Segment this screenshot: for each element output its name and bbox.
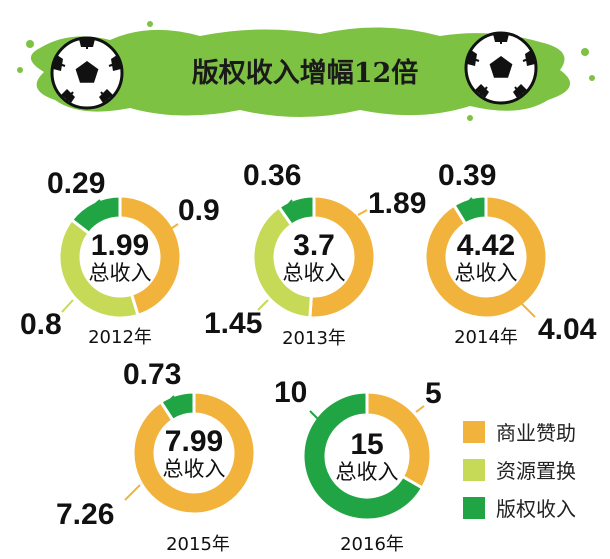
- donut-total-value: 4.42: [457, 229, 515, 262]
- slice-leader-line: [169, 395, 175, 401]
- donut-slice: [251, 204, 313, 320]
- slice-leader-line: [124, 484, 141, 501]
- donut-slice: [301, 390, 425, 522]
- soccer-ball-right-icon: [464, 31, 538, 105]
- donut-slice: [131, 390, 257, 516]
- donut-year-label: 2013年: [282, 328, 346, 349]
- donut-slice: [57, 217, 140, 320]
- slice-leader-line: [165, 223, 179, 233]
- legend-label-sponsorship: 商业赞助: [496, 421, 576, 445]
- slice-value-label: 0.73: [123, 358, 181, 391]
- donut-slice: [158, 390, 196, 423]
- donut-total-label: 总收入: [283, 261, 346, 285]
- title-banner: 版权收入增幅12倍: [17, 21, 595, 121]
- slice-value-label: 5: [425, 377, 442, 410]
- slice-leader-line: [287, 199, 293, 206]
- slice-value-label: 1.45: [204, 307, 262, 340]
- slice-value-label: 1.89: [368, 187, 426, 220]
- slice-leader-line: [415, 405, 425, 413]
- banner-splash: [30, 27, 571, 117]
- slice-leader-line: [61, 299, 74, 313]
- donut-total-label: 总收入: [89, 261, 152, 285]
- donut-total-value: 1.99: [91, 229, 149, 262]
- slice-value-label: 0.36: [243, 159, 301, 192]
- donut-total-value: 7.99: [165, 425, 223, 458]
- slice-value-label: 4.04: [538, 313, 597, 346]
- slice-value-label: 0.39: [438, 159, 496, 192]
- slice-value-label: 0.9: [178, 194, 220, 227]
- donut-slice: [276, 194, 316, 228]
- slice-leader-line: [257, 299, 269, 311]
- donut-total-label: 总收入: [163, 457, 226, 481]
- legend-label-resources: 资源置换: [496, 459, 576, 483]
- donut-total-value: 3.7: [293, 229, 335, 262]
- donut-slice: [118, 194, 183, 318]
- donut-total-label: 总收入: [455, 261, 518, 285]
- donut-slice: [308, 194, 377, 320]
- slice-leader-line: [93, 199, 101, 206]
- soccer-ball-left-icon: [50, 36, 124, 110]
- donut-year-label: 2016年: [340, 534, 404, 555]
- legend-swatch-sponsorship: [463, 421, 485, 443]
- donut-slice: [451, 194, 488, 226]
- donut-charts: 0.90.80.291.99总收入2012年1.891.450.363.7总收入…: [20, 159, 597, 555]
- page-title: 版权收入增幅12倍: [192, 57, 419, 89]
- donut-slice: [423, 194, 549, 320]
- legend-label-copyright: 版权收入: [496, 497, 576, 521]
- donut-total-label: 总收入: [336, 460, 399, 484]
- donut-slice: [69, 194, 122, 236]
- donut-year-label: 2015年: [166, 534, 230, 555]
- slice-leader-line: [467, 197, 473, 203]
- donut-total-value: 15: [350, 428, 383, 461]
- donut-year-label: 2012年: [88, 327, 152, 348]
- slice-value-label: 0.29: [47, 167, 105, 200]
- slice-value-label: 10: [274, 376, 307, 409]
- donut-year-label: 2014年: [454, 327, 518, 348]
- slice-leader-line: [357, 209, 368, 216]
- slice-value-label: 0.8: [20, 308, 62, 341]
- legend: 商业赞助 资源置换 版权收入: [463, 421, 576, 521]
- legend-swatch-copyright: [463, 497, 485, 519]
- slice-value-label: 7.26: [56, 498, 114, 531]
- legend-swatch-resources: [463, 459, 485, 481]
- slice-leader-line: [309, 410, 319, 420]
- slice-leader-line: [521, 303, 536, 318]
